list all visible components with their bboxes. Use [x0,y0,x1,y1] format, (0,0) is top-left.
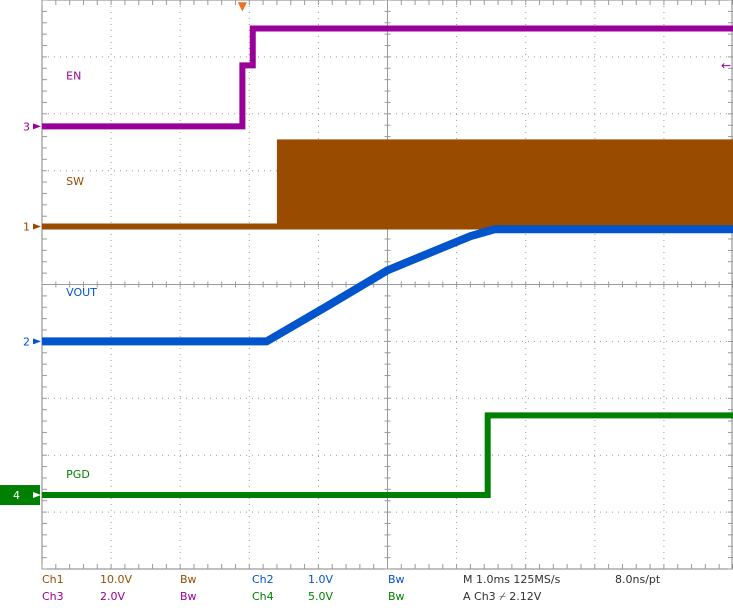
channel-2-arrow-icon [33,338,41,345]
channel-1-arrow-icon [33,223,41,230]
trace-labels: EN 3 SW 1 VOUT 2 PGD 4 ▼ ← [0,0,731,506]
waveform-traces [42,25,733,499]
channel-2-marker: 2 [23,335,30,348]
status-ch1-bw: Bw [180,573,197,586]
status-ch3-scale: 2.0V [100,590,125,603]
sw-switching-band [276,139,733,227]
status-ch1-name: Ch1 [42,573,64,586]
en-label: EN [66,70,81,83]
status-resolution: 8.0ns/pt [615,573,661,586]
status-ch1-scale: 10.0V [100,573,132,586]
status-ch2-bw: Bw [388,573,405,586]
channel-4-arrow-icon [33,492,41,499]
status-ch4-scale: 5.0V [308,590,333,603]
graticule [41,0,733,570]
status-ch4-bw: Bw [388,590,405,603]
status-timebase: M 1.0ms 125MS/s [463,573,561,586]
vout-trace [42,225,733,346]
trigger-level-arrow-icon: ← [721,58,731,72]
status-ch3-name: Ch3 [42,590,64,603]
status-ch2-name: Ch2 [252,573,274,586]
channel-4-marker-bg [0,485,40,506]
channel-1-marker: 1 [23,220,30,233]
status-trigger: A Ch3 ⌿ 2.12V [463,590,542,603]
pgd-trace [42,412,733,499]
vout-label: VOUT [66,286,97,299]
status-ch3-bw: Bw [180,590,197,603]
sw-label: SW [66,175,84,188]
trigger-position-icon: ▼ [238,0,248,13]
pgd-label: PGD [66,468,90,481]
status-bar: Ch1 10.0V Bw Ch2 1.0V Bw M 1.0ms 125MS/s… [42,573,661,603]
channel-4-marker: 4 [13,489,20,502]
status-ch4-name: Ch4 [252,590,274,603]
channel-3-marker: 3 [23,120,30,133]
status-ch2-scale: 1.0V [308,573,333,586]
channel-3-arrow-icon [33,123,41,130]
en-trace [42,25,733,130]
